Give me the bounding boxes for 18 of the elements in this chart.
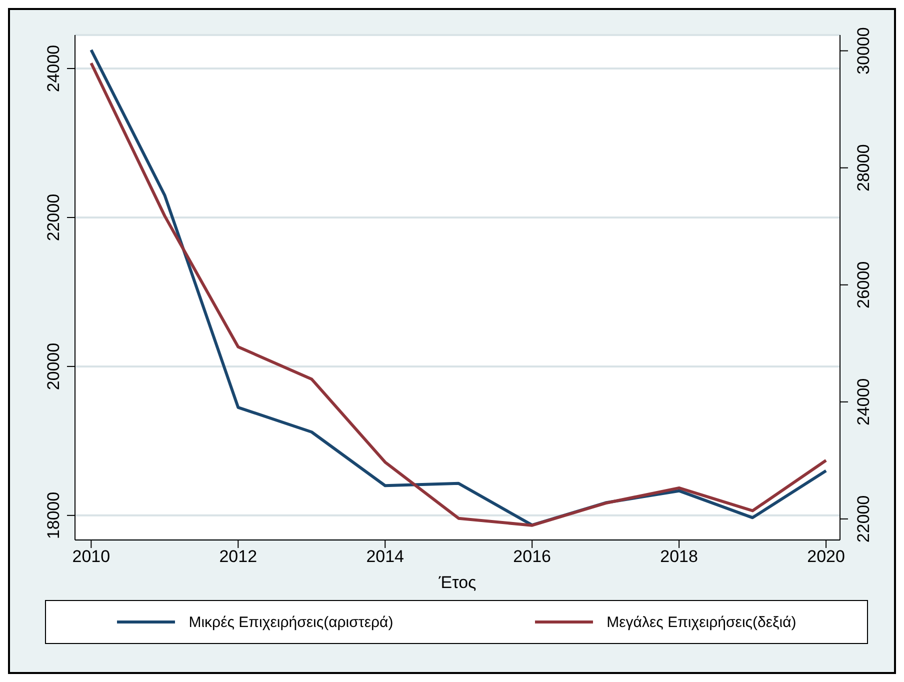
- x-tick-label: 2014: [366, 547, 404, 566]
- x-tick-label: 2018: [660, 547, 698, 566]
- y2-tick-label: 28000: [854, 144, 873, 192]
- x-tick-label: 2016: [513, 547, 552, 566]
- legend-label: Μεγάλες Επιχειρήσεις(δεξιά): [606, 614, 796, 630]
- legend-label: Μικρές Επιχειρήσεις(αριστερά): [188, 614, 394, 630]
- x-tick-label: 2012: [219, 547, 258, 566]
- y-tick-label: 22000: [44, 194, 63, 242]
- y2-tick-label: 24000: [854, 378, 873, 426]
- x-tick-label: 2020: [807, 547, 845, 566]
- y-tick-label: 18000: [44, 492, 63, 540]
- x-axis-title: Έτος: [438, 573, 476, 592]
- y2-tick-label: 22000: [854, 495, 873, 543]
- x-tick-label: 2010: [72, 547, 110, 566]
- y2-tick-label: 26000: [854, 261, 873, 309]
- y-tick-label: 24000: [44, 44, 63, 92]
- y-tick-label: 20000: [44, 342, 63, 390]
- y2-tick-label: 30000: [854, 27, 873, 74]
